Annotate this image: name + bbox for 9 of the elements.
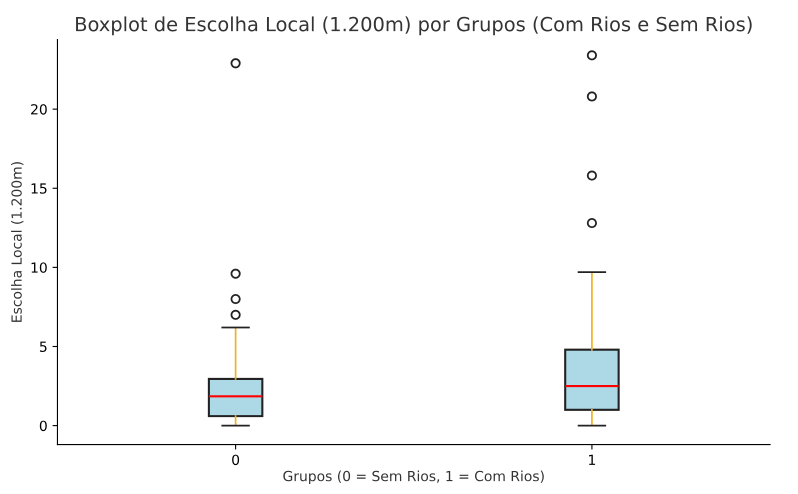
y-tick-label: 15 <box>32 183 47 194</box>
x-tick-label: 1 <box>589 454 596 465</box>
y-tick-label: 20 <box>31 104 47 115</box>
y-tick-label: 5 <box>40 342 47 352</box>
y-tick-label: 0 <box>40 420 47 432</box>
y-axis-title: Escolha Local (1.200m) <box>11 162 24 322</box>
x-axis-title: Grupos (0 = Sem Rios, 1 = Com Rios) <box>283 470 544 484</box>
y-tick-label: 10 <box>32 262 47 273</box>
chart-title: Boxplot de Escolha Local (1.200m) por Grupos (Com Rios e Sem Rios) <box>76 16 752 36</box>
